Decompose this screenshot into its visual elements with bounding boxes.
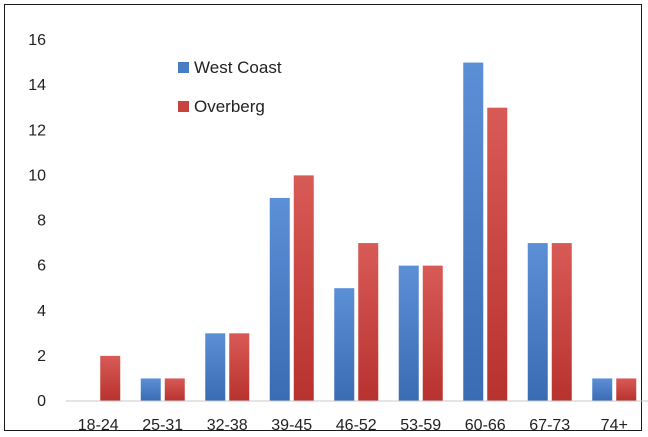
y-tick-label: 16 <box>28 32 46 49</box>
x-tick-label: 74+ <box>601 417 628 434</box>
x-tick-label: 25-31 <box>142 417 183 434</box>
y-tick-label: 4 <box>37 303 46 320</box>
y-tick-label: 0 <box>37 393 46 410</box>
bar-overberg-60-66 <box>487 107 508 401</box>
legend: West Coast Overberg <box>178 58 282 116</box>
bar-west-coast-74+ <box>592 378 613 401</box>
x-tick-label: 60-66 <box>465 417 506 434</box>
bar-west-coast-32-38 <box>205 333 226 401</box>
bar-west-coast-53-59 <box>398 265 419 401</box>
bar-west-coast-39-45 <box>269 197 290 401</box>
bars-group <box>100 62 637 401</box>
bar-west-coast-67-73 <box>527 243 548 401</box>
bar-overberg-46-52 <box>358 243 379 401</box>
legend-label-overberg: Overberg <box>194 97 265 116</box>
bar-west-coast-46-52 <box>334 288 355 401</box>
x-tick-label: 39-45 <box>271 417 312 434</box>
y-axis-tick-labels: 0 2 4 6 8 10 12 14 16 <box>28 32 46 410</box>
y-tick-label: 8 <box>37 213 46 230</box>
y-tick-label: 10 <box>28 167 46 184</box>
x-tick-label: 53-59 <box>400 417 441 434</box>
x-axis-tick-labels: 18-24 25-31 32-38 39-45 46-52 53-59 60-66 67-73… <box>78 417 628 434</box>
y-tick-label: 12 <box>28 122 46 139</box>
bar-west-coast-60-66 <box>463 62 484 401</box>
legend-swatch-west-coast <box>178 62 189 73</box>
y-tick-label: 6 <box>37 258 46 275</box>
bar-overberg-25-31 <box>164 378 185 401</box>
bar-overberg-53-59 <box>422 265 443 401</box>
x-tick-label: 67-73 <box>529 417 570 434</box>
bar-overberg-74+ <box>616 378 637 401</box>
bar-overberg-39-45 <box>293 175 314 401</box>
y-tick-label: 14 <box>28 77 46 94</box>
legend-swatch-overberg <box>178 101 189 112</box>
bar-west-coast-25-31 <box>140 378 161 401</box>
y-tick-label: 2 <box>37 348 46 365</box>
x-tick-label: 46-52 <box>336 417 377 434</box>
x-tick-label: 32-38 <box>207 417 248 434</box>
x-tick-label: 18-24 <box>78 417 119 434</box>
bar-overberg-32-38 <box>229 333 250 401</box>
legend-label-west-coast: West Coast <box>194 58 282 77</box>
bar-overberg-18-24 <box>100 355 121 401</box>
bar-overberg-67-73 <box>551 243 572 401</box>
